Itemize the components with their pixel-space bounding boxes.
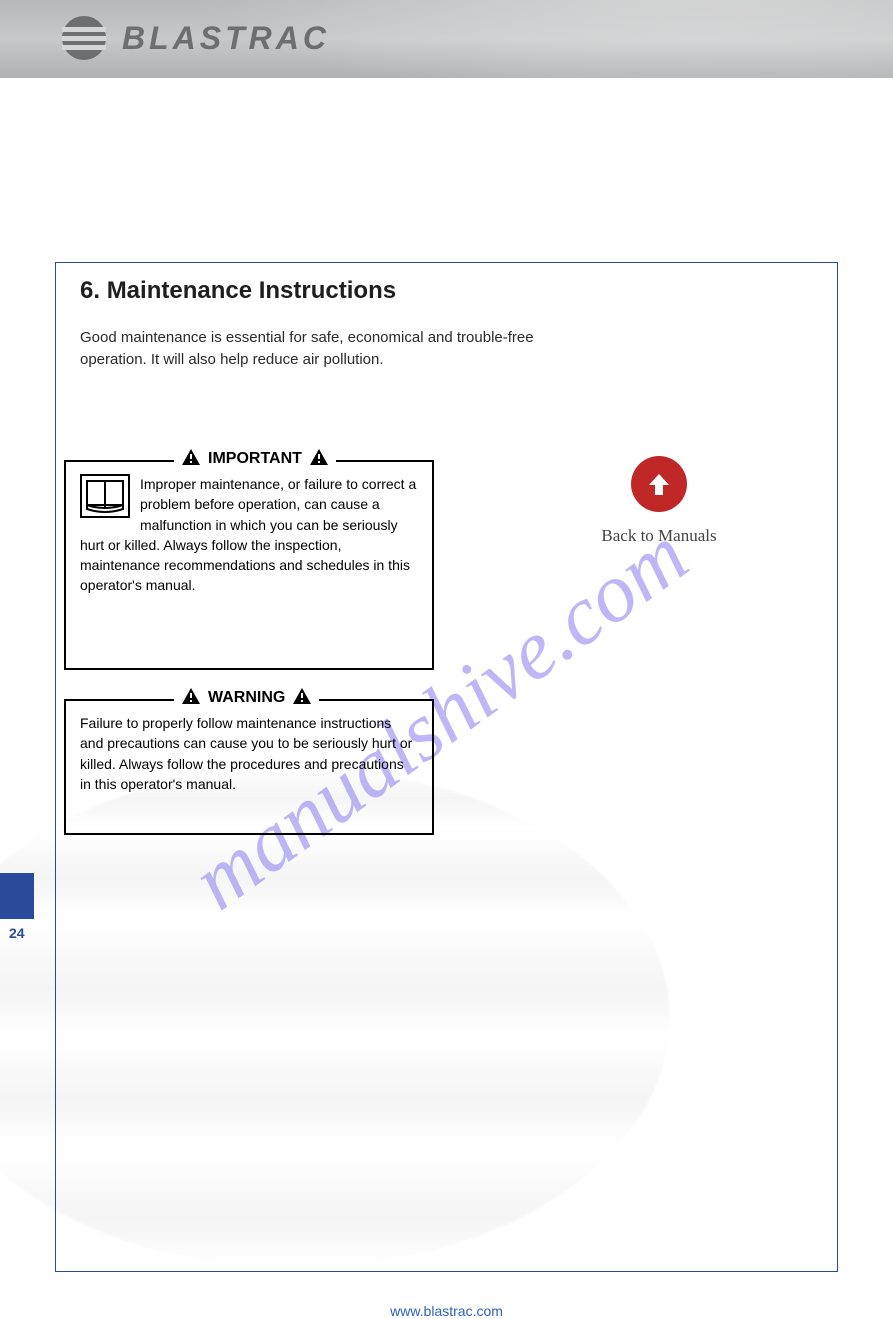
- callout-important-label: IMPORTANT: [174, 447, 336, 471]
- section-heading: 6. Maintenance Instructions: [56, 263, 837, 305]
- section-number: 6.: [80, 277, 100, 304]
- manual-book-icon: [80, 474, 130, 523]
- callout-warning-label: WARNING: [174, 686, 319, 710]
- brand-wordmark: BLASTRAC: [122, 20, 330, 57]
- warning-triangle-icon: [182, 449, 200, 470]
- warning-triangle-icon: [310, 449, 328, 470]
- brand-logo: BLASTRAC: [60, 14, 330, 62]
- callout-warning-body: Failure to properly follow maintenance i…: [66, 701, 432, 806]
- page-number: 24: [9, 925, 25, 941]
- globe-icon: [60, 14, 108, 62]
- callout-important-body: Improper maintenance, or failure to corr…: [66, 462, 432, 608]
- footer-url[interactable]: www.blastrac.com: [0, 1303, 893, 1319]
- warning-triangle-icon: [182, 688, 200, 709]
- page-body: manualshive.com 24 Back to Manuals 6. Ma…: [0, 78, 893, 1263]
- section-intro: Good maintenance is essential for safe, …: [56, 305, 616, 371]
- callout-important-title: IMPORTANT: [208, 450, 302, 468]
- callout-important-text: Improper maintenance, or failure to corr…: [80, 476, 416, 593]
- section-title: Maintenance Instructions: [107, 277, 396, 304]
- warning-triangle-icon: [293, 688, 311, 709]
- header-banner: BLASTRAC: [0, 0, 893, 78]
- side-tab: [0, 873, 34, 919]
- callout-warning: WARNING Failure to properly follow maint…: [64, 699, 434, 835]
- callout-important: IMPORTANT Improper maintenance, or failu…: [64, 460, 434, 670]
- content-frame: 6. Maintenance Instructions Good mainten…: [55, 262, 838, 1272]
- callout-warning-text: Failure to properly follow maintenance i…: [80, 715, 412, 792]
- callout-warning-title: WARNING: [208, 689, 285, 707]
